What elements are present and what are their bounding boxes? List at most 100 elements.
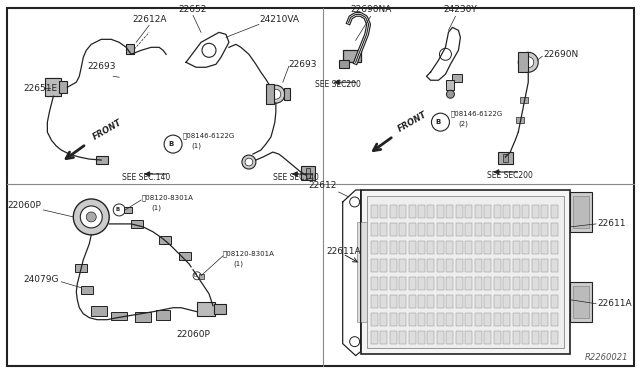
Bar	[484, 241, 492, 254]
Bar	[399, 223, 406, 236]
Bar	[532, 277, 539, 290]
Circle shape	[80, 206, 102, 228]
Text: ⑮08146-6122G: ⑮08146-6122G	[451, 111, 502, 118]
Bar	[484, 223, 492, 236]
Bar	[447, 259, 453, 272]
Text: B: B	[168, 141, 173, 147]
Text: 22060P: 22060P	[8, 202, 42, 211]
Text: ⑮08146-6122G: ⑮08146-6122G	[183, 133, 236, 140]
Text: 22612A: 22612A	[132, 15, 166, 25]
Bar	[465, 313, 472, 326]
Bar	[428, 313, 435, 326]
Bar	[513, 259, 520, 272]
Bar	[447, 277, 453, 290]
Bar	[522, 295, 529, 308]
Bar	[518, 52, 528, 72]
Bar	[356, 222, 367, 322]
Bar	[522, 223, 529, 236]
Bar	[390, 223, 397, 236]
Bar	[428, 331, 435, 344]
Bar	[408, 277, 415, 290]
Bar	[484, 295, 492, 308]
Bar	[126, 44, 134, 54]
Text: SEE SEC200: SEE SEC200	[315, 80, 360, 89]
Bar	[447, 295, 453, 308]
Bar	[494, 295, 501, 308]
Bar	[522, 205, 529, 218]
Text: 24230Y: 24230Y	[444, 6, 477, 15]
Bar	[532, 223, 539, 236]
Bar	[111, 312, 127, 320]
Bar	[573, 196, 589, 228]
Bar	[179, 252, 191, 260]
Bar	[390, 277, 397, 290]
Bar	[418, 313, 425, 326]
Bar	[428, 205, 435, 218]
Bar	[499, 152, 513, 164]
Bar	[447, 223, 453, 236]
Bar	[541, 223, 548, 236]
Bar	[503, 331, 510, 344]
Circle shape	[245, 158, 253, 166]
Circle shape	[242, 155, 256, 169]
Bar	[390, 331, 397, 344]
Bar	[408, 313, 415, 326]
Bar	[541, 277, 548, 290]
Bar	[550, 259, 557, 272]
Bar	[131, 220, 143, 228]
Bar	[371, 205, 378, 218]
Bar	[371, 223, 378, 236]
Bar	[399, 205, 406, 218]
Bar	[92, 306, 108, 316]
Bar	[199, 274, 204, 279]
Bar	[380, 241, 387, 254]
Bar	[447, 313, 453, 326]
Bar	[513, 223, 520, 236]
Bar	[475, 241, 482, 254]
Text: (1): (1)	[191, 143, 201, 149]
Circle shape	[113, 204, 125, 216]
Bar	[447, 205, 453, 218]
Bar	[399, 259, 406, 272]
Bar	[390, 241, 397, 254]
Text: 24210VA: 24210VA	[259, 15, 299, 25]
Bar	[156, 310, 170, 320]
Bar	[475, 205, 482, 218]
Bar	[266, 84, 274, 104]
Bar	[428, 277, 435, 290]
Bar	[371, 241, 378, 254]
Text: B: B	[436, 119, 441, 125]
Bar	[437, 259, 444, 272]
Bar	[541, 205, 548, 218]
Bar	[399, 331, 406, 344]
Bar	[550, 205, 557, 218]
Bar	[484, 259, 492, 272]
Text: (1): (1)	[233, 260, 243, 267]
Text: B: B	[115, 208, 119, 212]
Bar	[408, 241, 415, 254]
Bar	[550, 295, 557, 308]
Bar	[465, 277, 472, 290]
Text: 22690N: 22690N	[543, 50, 579, 59]
Bar	[284, 88, 290, 100]
Bar	[532, 259, 539, 272]
Bar	[371, 277, 378, 290]
Bar	[408, 205, 415, 218]
Bar	[465, 259, 472, 272]
Text: 22652: 22652	[179, 6, 207, 15]
Bar	[437, 205, 444, 218]
Bar	[456, 331, 463, 344]
Bar	[475, 277, 482, 290]
Bar	[418, 277, 425, 290]
Text: 22690NA: 22690NA	[350, 6, 391, 15]
Bar	[418, 205, 425, 218]
Bar	[214, 304, 226, 314]
Text: B: B	[193, 273, 196, 278]
Text: FRONT: FRONT	[92, 118, 124, 142]
Bar	[541, 241, 548, 254]
Bar	[532, 313, 539, 326]
Bar	[503, 259, 510, 272]
Bar	[522, 277, 529, 290]
Bar	[520, 97, 528, 103]
Bar	[428, 259, 435, 272]
